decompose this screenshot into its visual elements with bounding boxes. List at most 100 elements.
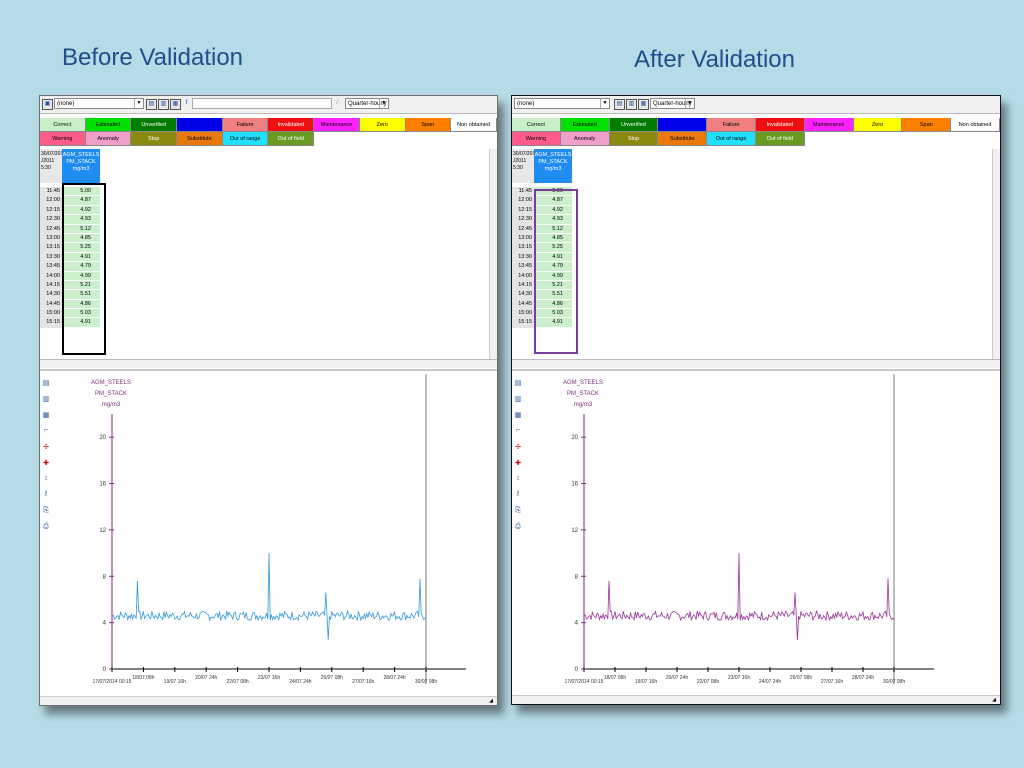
- row-value[interactable]: 5.51: [534, 290, 572, 300]
- table-row[interactable]: 11:45 5.00: [512, 187, 572, 197]
- crosshair-icon[interactable]: ✚: [43, 460, 49, 467]
- row-value[interactable]: 4.93: [62, 215, 100, 225]
- row-value[interactable]: 4.86: [534, 299, 572, 310]
- table-row[interactable]: 12:30 4.93: [512, 215, 572, 225]
- print-icon[interactable]: ⎙: [43, 523, 49, 530]
- row-value[interactable]: 4.93: [534, 215, 572, 225]
- grid-horizontal-scrollbar[interactable]: [40, 359, 497, 368]
- row-value[interactable]: 5.21: [62, 280, 100, 291]
- marker-icon[interactable]: ↕: [516, 475, 520, 482]
- table-row[interactable]: 13:30 4.91: [40, 252, 100, 263]
- table-row[interactable]: 14:00 4.99: [512, 271, 572, 281]
- window-icon[interactable]: ▦: [170, 99, 181, 110]
- paste-icon[interactable]: ▥: [626, 99, 637, 110]
- row-value[interactable]: 5.03: [534, 309, 572, 319]
- export-icon[interactable]: ⎘: [515, 507, 521, 514]
- table-row[interactable]: 13:45 4.79: [512, 262, 572, 272]
- row-value[interactable]: 4.85: [62, 233, 100, 244]
- table-row[interactable]: 14:45 4.86: [40, 299, 100, 310]
- formula-tool-icon[interactable]: f: [517, 491, 519, 498]
- marker-icon[interactable]: ↕: [44, 475, 48, 482]
- formula-icon[interactable]: f: [185, 100, 188, 106]
- row-value[interactable]: 5.12: [534, 224, 572, 234]
- row-value[interactable]: 5.03: [62, 309, 100, 319]
- table-row[interactable]: 12:15 4.92: [512, 205, 572, 216]
- row-value[interactable]: 5.12: [62, 224, 100, 234]
- zoom-icon[interactable]: ▥: [514, 396, 522, 403]
- row-value[interactable]: 4.99: [534, 271, 572, 281]
- table-row[interactable]: 15:00 5.03: [512, 309, 572, 319]
- row-value[interactable]: 5.25: [534, 243, 572, 253]
- row-value[interactable]: 4.91: [62, 252, 100, 263]
- table-row[interactable]: 12:00 4.87: [40, 196, 100, 206]
- row-value[interactable]: 4.79: [534, 262, 572, 272]
- paste-icon[interactable]: ▥: [158, 99, 169, 110]
- table-row[interactable]: 14:00 4.99: [40, 271, 100, 281]
- table-row[interactable]: 13:15 5.25: [40, 243, 100, 253]
- row-value[interactable]: 5.00: [534, 187, 572, 197]
- table-icon[interactable]: ▦: [42, 412, 50, 419]
- station-select[interactable]: (none) ▼: [54, 98, 144, 109]
- row-value[interactable]: 5.25: [62, 243, 100, 253]
- row-value[interactable]: 4.87: [534, 196, 572, 206]
- move-icon[interactable]: ✢: [43, 444, 49, 451]
- period-select[interactable]: Quarter-hourly ▼: [345, 98, 389, 109]
- row-value[interactable]: 4.91: [62, 318, 100, 328]
- formula-tool-icon[interactable]: f: [45, 491, 47, 498]
- filter-input[interactable]: [192, 98, 332, 109]
- cursor-icon[interactable]: ⌐: [43, 427, 49, 434]
- row-value[interactable]: 4.92: [534, 205, 572, 216]
- table-row[interactable]: 15:15 4.91: [40, 318, 100, 328]
- column-header[interactable]: AGM_STEELS PM_STACK mg/m3: [534, 149, 572, 183]
- table-row[interactable]: 12:15 4.92: [40, 205, 100, 216]
- table-row[interactable]: 14:30 5.51: [40, 290, 100, 300]
- row-value[interactable]: 4.92: [62, 205, 100, 216]
- table-row[interactable]: 14:15 5.21: [40, 280, 100, 291]
- export-icon[interactable]: ⎘: [43, 507, 49, 514]
- column-header[interactable]: AGM_STEELS PM_STACK mg/m3: [62, 149, 100, 183]
- row-value[interactable]: 4.79: [62, 262, 100, 272]
- table-row[interactable]: 13:30 4.91: [512, 252, 572, 263]
- row-value[interactable]: 4.91: [534, 252, 572, 263]
- move-icon[interactable]: ✢: [515, 444, 521, 451]
- chart-icon[interactable]: ▤: [514, 380, 522, 387]
- row-value[interactable]: 4.87: [62, 196, 100, 206]
- grid-vertical-scrollbar[interactable]: [489, 149, 497, 359]
- chart-icon[interactable]: ▤: [42, 380, 50, 387]
- table-row[interactable]: 15:15 4.91: [512, 318, 572, 328]
- cursor-icon[interactable]: ⌐: [515, 427, 521, 434]
- pane-splitter[interactable]: [512, 369, 1000, 371]
- copy-icon[interactable]: ▤: [146, 99, 157, 110]
- row-value[interactable]: 4.99: [62, 271, 100, 281]
- table-row[interactable]: 14:45 4.86: [512, 299, 572, 310]
- window-icon[interactable]: ▦: [638, 99, 649, 110]
- table-row[interactable]: 13:45 4.79: [40, 262, 100, 272]
- table-icon[interactable]: ▦: [514, 412, 522, 419]
- row-value[interactable]: 4.91: [534, 318, 572, 328]
- period-select[interactable]: Quarter-hourly ▼: [650, 98, 695, 109]
- pen-icon[interactable]: ⁄: [336, 100, 338, 106]
- table-row[interactable]: 12:30 4.93: [40, 215, 100, 225]
- table-row[interactable]: 12:00 4.87: [512, 196, 572, 206]
- station-select[interactable]: (none) ▼: [514, 98, 610, 109]
- zoom-icon[interactable]: ▥: [42, 396, 50, 403]
- table-row[interactable]: 14:30 5.51: [512, 290, 572, 300]
- table-row[interactable]: 13:00 4.85: [40, 233, 100, 244]
- grid-horizontal-scrollbar[interactable]: [512, 359, 1000, 368]
- open-icon[interactable]: ▣: [42, 99, 53, 110]
- row-value[interactable]: 5.51: [62, 290, 100, 300]
- row-value[interactable]: 5.21: [534, 280, 572, 291]
- row-value[interactable]: 4.85: [534, 233, 572, 244]
- pane-splitter[interactable]: [40, 369, 497, 371]
- copy-icon[interactable]: ▤: [614, 99, 625, 110]
- row-value[interactable]: 4.86: [62, 299, 100, 310]
- table-row[interactable]: 12:45 5.12: [40, 224, 100, 234]
- table-row[interactable]: 11:45 5.00: [40, 187, 100, 197]
- table-row[interactable]: 13:15 5.25: [512, 243, 572, 253]
- table-row[interactable]: 13:00 4.85: [512, 233, 572, 244]
- table-row[interactable]: 15:00 5.03: [40, 309, 100, 319]
- print-icon[interactable]: ⎙: [515, 523, 521, 530]
- table-row[interactable]: 14:15 5.21: [512, 280, 572, 291]
- table-row[interactable]: 12:45 5.12: [512, 224, 572, 234]
- grid-vertical-scrollbar[interactable]: [992, 149, 1000, 359]
